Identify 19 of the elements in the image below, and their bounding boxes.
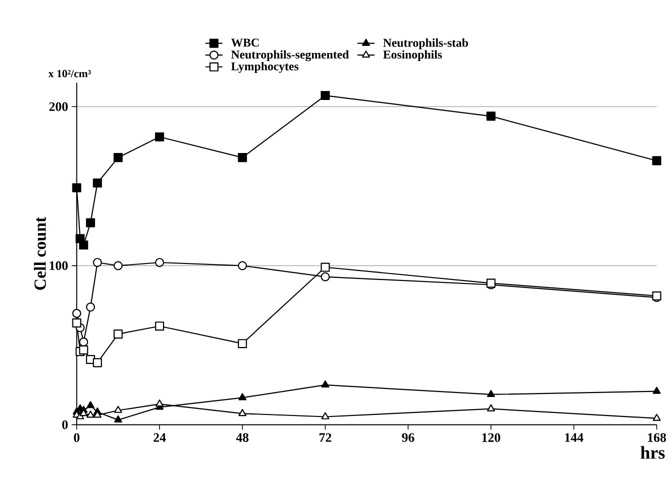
y-tick-label: 200 [49, 102, 68, 112]
legend-label: Neutrophils-stab [383, 38, 468, 50]
y-tick-label: 100 [50, 261, 68, 270]
x-tick-label: 0 [74, 433, 80, 442]
x-tick-label: 96 [402, 433, 414, 442]
y-tick-label: 0 [62, 420, 68, 430]
x-axis-title: hrs [640, 446, 665, 459]
legend-label: Eosinophils [383, 50, 442, 62]
x-tick-label: 168 [648, 433, 666, 442]
x-tick-label: 72 [320, 433, 332, 442]
x-tick-label: 48 [236, 433, 248, 442]
y-axis-title: Cell count [34, 216, 46, 290]
x-tick-label: 24 [154, 433, 166, 442]
legend-label: Lymphocytes [231, 62, 298, 73]
legend-label: WBC [231, 38, 259, 47]
x-tick-label: 144 [565, 433, 584, 442]
x-tick-label: 120 [482, 433, 500, 442]
legend-label: Neutrophils-segmented [231, 50, 349, 62]
text: x 10²/cm³ [48, 70, 91, 78]
